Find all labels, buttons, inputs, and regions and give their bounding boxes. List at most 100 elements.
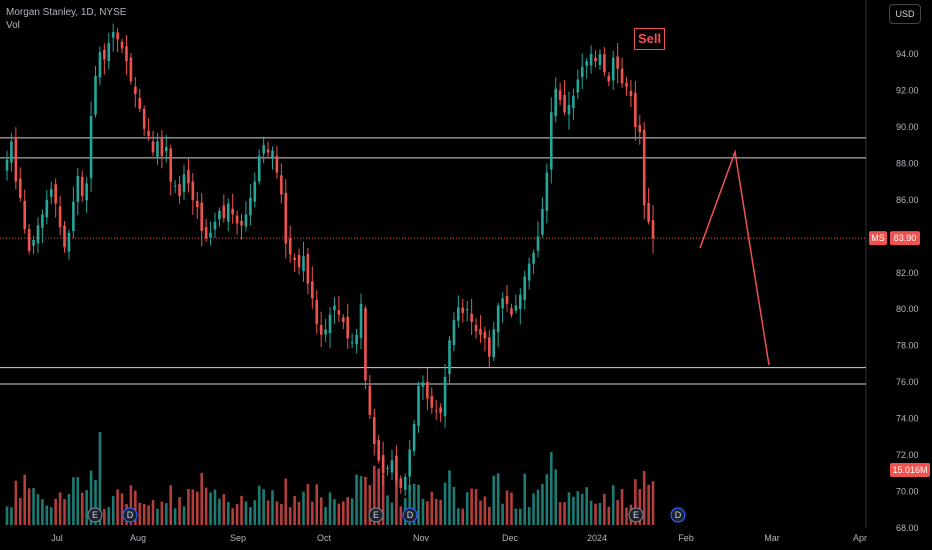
candle-body xyxy=(231,208,234,215)
volume-bar xyxy=(541,484,544,525)
candle-body xyxy=(306,254,310,284)
candle-body xyxy=(598,54,602,65)
candle-body xyxy=(616,56,619,69)
volume-bar xyxy=(67,494,71,525)
volume-bar xyxy=(138,502,142,525)
volume-bar xyxy=(333,499,336,525)
volume-bar xyxy=(625,507,628,525)
volume-bar xyxy=(412,483,416,525)
candle-body xyxy=(381,455,385,474)
dividend-marker[interactable]: D xyxy=(402,507,418,523)
volume-bar xyxy=(302,491,305,525)
volume-bar xyxy=(103,508,106,525)
candle-body xyxy=(580,66,584,77)
candle-body xyxy=(85,183,88,201)
candle-body xyxy=(421,382,425,387)
volume-bar xyxy=(315,484,319,525)
candle-body xyxy=(213,221,217,230)
y-tick-label: 70.00 xyxy=(896,487,919,497)
volume-bar xyxy=(187,489,190,525)
volume-bar xyxy=(257,485,261,525)
candle-body xyxy=(195,200,199,208)
volume-bar xyxy=(510,492,513,525)
candle-body xyxy=(510,308,513,315)
volume-bar xyxy=(434,498,438,525)
volume-bar xyxy=(209,492,212,525)
candle-body xyxy=(235,215,239,224)
volume-bar xyxy=(120,493,124,525)
dividend-marker[interactable]: D xyxy=(122,507,138,523)
volume-bar xyxy=(297,501,301,525)
candle-body xyxy=(266,149,270,153)
volume-bar xyxy=(421,498,425,525)
y-tick-label: 92.00 xyxy=(896,85,919,95)
volume-bar xyxy=(426,501,429,525)
candle-body xyxy=(209,232,212,238)
volume-bar xyxy=(213,489,217,525)
volume-tag-value: 15.016M xyxy=(892,465,927,475)
volume-bar xyxy=(642,471,646,525)
volume-bar xyxy=(598,502,602,525)
volume-bar xyxy=(306,484,310,525)
volume-bar xyxy=(328,492,332,525)
earnings-marker[interactable]: E xyxy=(628,507,644,523)
volume-bar xyxy=(5,506,9,525)
candle-body xyxy=(182,174,186,192)
x-tick-label: Feb xyxy=(678,533,694,543)
volume-bar xyxy=(151,500,155,525)
volume-bar xyxy=(523,473,527,525)
volume-bar xyxy=(49,507,53,525)
volume-bar xyxy=(563,502,566,525)
volume-bar xyxy=(147,505,150,525)
candle-body xyxy=(23,200,26,230)
candle-body xyxy=(151,141,155,153)
volume-bar xyxy=(461,508,465,525)
volume-bar xyxy=(470,488,473,525)
volume-bar xyxy=(240,495,243,525)
earnings-marker[interactable]: E xyxy=(87,507,103,523)
candle-body xyxy=(116,32,119,40)
candle-body xyxy=(505,295,509,304)
y-tick-label: 82.00 xyxy=(896,268,919,278)
x-tick-label: 2024 xyxy=(587,533,607,543)
volume-bar xyxy=(288,507,292,525)
volume-bar xyxy=(54,498,57,525)
x-tick-label: Dec xyxy=(502,533,519,543)
marker-label: E xyxy=(633,510,639,520)
candle-body xyxy=(67,232,71,252)
candle-body xyxy=(364,308,367,381)
dividend-marker[interactable]: D xyxy=(670,507,686,523)
volume-bar xyxy=(23,474,26,525)
volume-bar xyxy=(14,480,18,525)
volume-bar xyxy=(337,503,341,525)
volume-bar xyxy=(589,500,593,525)
earnings-marker[interactable]: E xyxy=(368,507,384,523)
candle-body xyxy=(439,407,442,414)
candle-body xyxy=(651,220,655,239)
volume-bar xyxy=(519,508,522,525)
y-tick-label: 90.00 xyxy=(896,122,919,132)
volume-bar xyxy=(94,479,97,525)
volume-bar xyxy=(226,502,230,525)
currency-button[interactable]: USD xyxy=(889,4,921,24)
candle-body xyxy=(532,252,535,264)
volume-bar xyxy=(271,490,274,525)
candle-body xyxy=(275,155,279,173)
candle-body xyxy=(10,141,13,163)
volume-bar xyxy=(235,503,239,525)
candle-body xyxy=(461,307,465,313)
x-tick-label: Sep xyxy=(230,533,246,543)
candle-body xyxy=(434,410,438,412)
candle-body xyxy=(297,254,301,268)
candle-body xyxy=(280,175,283,195)
candle-body xyxy=(563,94,566,113)
marker-label: E xyxy=(373,510,379,520)
candle-body xyxy=(483,331,487,339)
candle-body xyxy=(549,112,553,170)
volume-bar xyxy=(479,500,482,525)
volume-bar xyxy=(430,491,434,525)
candle-body xyxy=(620,68,624,84)
volume-bar xyxy=(496,473,500,525)
volume-bar xyxy=(27,488,31,525)
